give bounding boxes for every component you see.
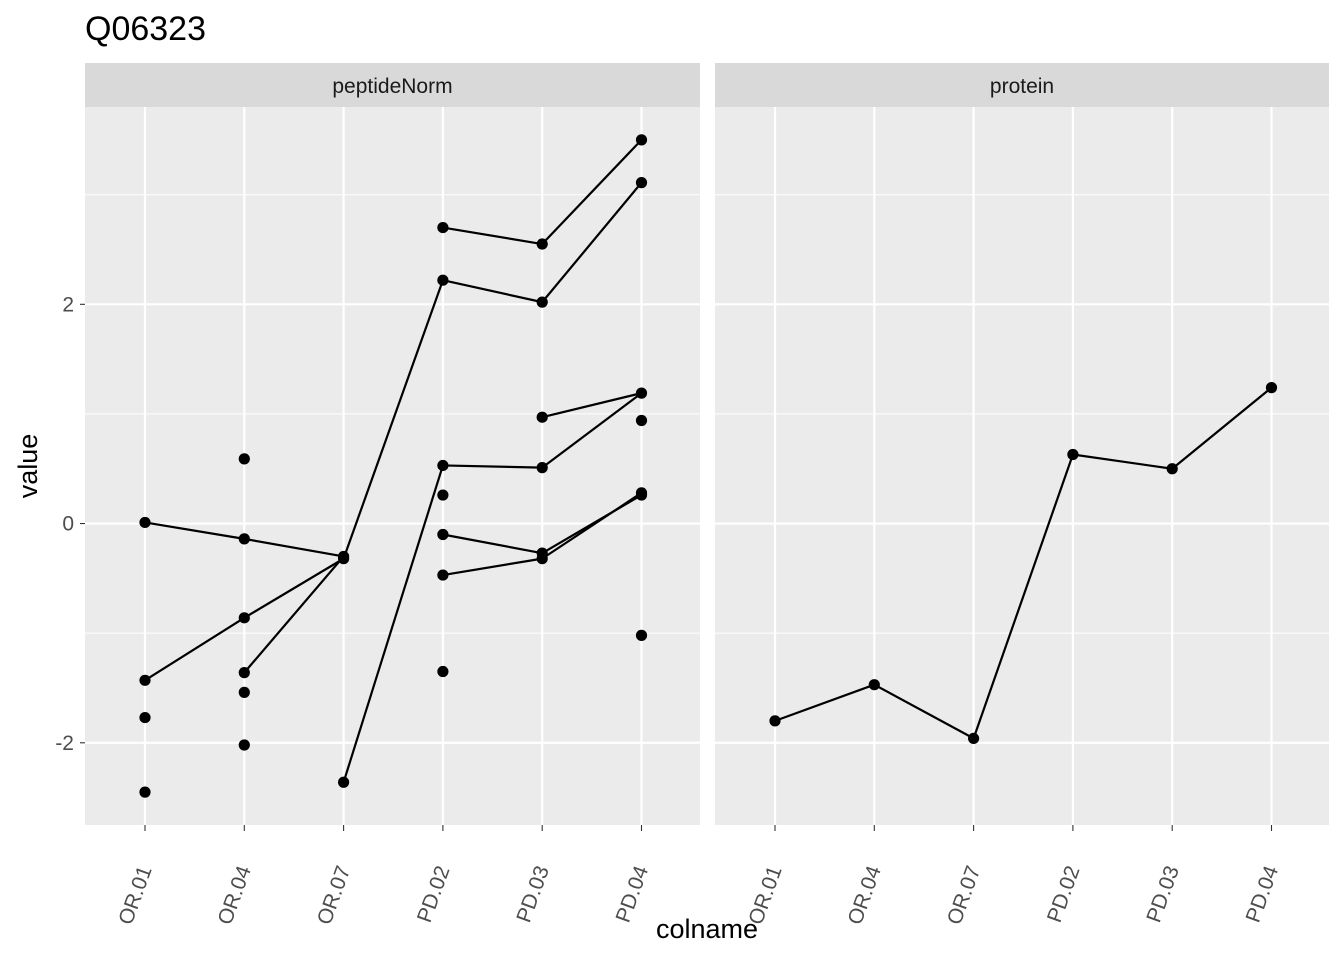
data-point <box>437 665 449 678</box>
data-point <box>635 387 648 399</box>
x-axis-title: colname <box>656 914 758 944</box>
x-tick-label: PD.04 <box>612 863 654 926</box>
data-point <box>536 553 548 565</box>
data-point <box>437 569 449 581</box>
data-point <box>139 711 151 724</box>
series-line <box>243 555 345 674</box>
data-point <box>238 612 250 624</box>
data-point <box>968 732 980 745</box>
x-tick-label: OR.07 <box>943 863 985 928</box>
facet-strip <box>715 63 1329 107</box>
series-line <box>774 386 1273 740</box>
data-point <box>635 134 648 146</box>
data-point <box>238 667 250 679</box>
data-point <box>536 296 548 308</box>
y-tick-label: 2 <box>62 293 74 316</box>
data-point <box>437 489 449 501</box>
data-point <box>338 776 350 788</box>
panels-layer: -2 0 2 peptideNorm OR.01 OR.04 OR.07 PD.02 PD.03… <box>55 63 1329 928</box>
data-point <box>1166 463 1178 475</box>
x-tick-label: PD.02 <box>1043 863 1085 926</box>
y-tick-label: -2 <box>55 732 74 755</box>
data-point <box>238 533 250 545</box>
x-tick-label: PD.03 <box>1142 863 1184 926</box>
facet-panel-peptideNorm: peptideNorm OR.01 OR.04 OR.07 PD.02 PD.03 PD.0… <box>85 63 700 928</box>
data-point <box>769 715 781 727</box>
x-tick-label: OR.01 <box>114 863 156 928</box>
data-point <box>1067 448 1079 461</box>
panel-background <box>85 107 700 825</box>
data-point <box>635 629 648 641</box>
data-point <box>238 739 250 751</box>
data-point <box>536 411 548 423</box>
data-point <box>437 459 449 472</box>
facet-strip <box>85 63 700 107</box>
y-axis-title: value <box>13 434 43 499</box>
data-point <box>139 786 151 798</box>
x-tick-label: PD.03 <box>512 863 554 926</box>
series-line <box>342 465 444 783</box>
series-line <box>541 392 642 419</box>
data-point <box>437 274 449 286</box>
x-tick-label: PD.02 <box>413 863 455 926</box>
x-tick-label: OR.04 <box>214 863 256 928</box>
data-point <box>635 414 648 427</box>
data-point <box>536 238 548 250</box>
data-point <box>238 686 250 698</box>
x-tick-label: OR.07 <box>313 863 355 928</box>
y-tick-label: 0 <box>62 513 74 536</box>
data-point <box>635 177 648 189</box>
data-point <box>1265 382 1278 394</box>
series-line <box>144 279 444 682</box>
x-tick-label: OR.04 <box>844 863 886 928</box>
data-point <box>139 674 151 686</box>
chart-title: Q06323 <box>85 10 206 48</box>
data-point <box>536 462 548 474</box>
data-point <box>437 221 449 234</box>
data-point <box>139 516 151 529</box>
facet-strip-label: protein <box>990 75 1054 98</box>
panel-background <box>715 107 1329 825</box>
data-point <box>635 489 648 501</box>
data-point <box>238 453 250 465</box>
data-point <box>338 553 350 565</box>
x-tick-label: PD.04 <box>1242 863 1284 926</box>
data-point <box>868 679 880 691</box>
data-point <box>437 528 449 541</box>
facet-strip-label: peptideNorm <box>332 75 452 98</box>
